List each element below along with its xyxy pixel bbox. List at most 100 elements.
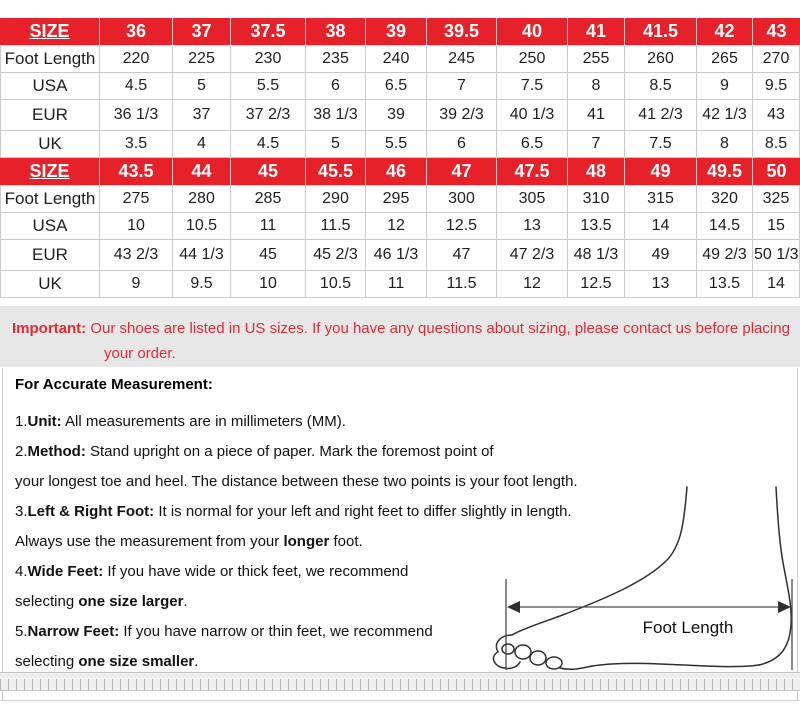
size-value-cell: 7 [568,131,625,158]
measurement-title: For Accurate Measurement: [15,376,213,393]
instruction-line: 3.Left & Right Foot: It is normal for yo… [15,503,572,520]
row-label: USA [0,213,100,240]
size-chart-table: SIZE 36 37 37.5 38 39 39.5 40 41 41.5 42 43 Foot Len… [0,18,800,298]
size-value-cell: 37 2/3 [231,100,306,131]
ruler-strip [0,672,800,691]
size-header-cell: 45.5 [306,158,366,186]
size-value-cell: 40 1/3 [497,100,568,131]
size-value-cell: 7 [427,73,497,100]
size-value-cell: 8 [697,131,753,158]
size-value-cell: 3.5 [100,131,173,158]
size-value-cell: 4.5 [100,73,173,100]
size-value-cell: 38 1/3 [306,100,366,131]
size-value-cell: 275 [100,186,173,213]
size-value-cell: 41 2/3 [625,100,697,131]
size-value-cell: 310 [568,186,625,213]
size-header-cell: 44 [173,158,231,186]
size-value-cell: 270 [753,46,800,73]
size-value-cell: 225 [173,46,231,73]
size-value-cell: 14 [625,213,697,240]
bottom-divider [0,700,800,701]
instruction-line: selecting one size smaller. [15,653,199,670]
size-value-cell: 39 [366,100,427,131]
size-data-row: EUR 36 1/3 37 37 2/3 38 1/3 39 39 2/3 40 1/3 41 4… [0,100,800,131]
size-value-cell: 11.5 [306,213,366,240]
row-label: Foot Length [0,46,100,73]
size-value-cell: 9 [100,271,173,298]
size-value-cell: 48 1/3 [568,240,625,271]
size-header-cell: 50 [753,158,800,186]
size-header-cell: 39 [366,18,427,46]
size-value-cell: 10.5 [173,213,231,240]
important-text: Important: Our shoes are listed in US si… [12,316,794,366]
size-value-cell: 13 [625,271,697,298]
size-value-cell: 6.5 [366,73,427,100]
size-data-row: UK 3.5 4 4.5 5 5.5 6 6.5 7 7.5 8 8.5 [0,131,800,158]
size-value-cell: 285 [231,186,306,213]
instruction-line: 2.Method: Stand upright on a piece of pa… [15,443,494,460]
size-value-cell: 235 [306,46,366,73]
size-value-cell: 5 [306,131,366,158]
size-value-cell: 9.5 [173,271,231,298]
size-value-cell: 46 1/3 [366,240,427,271]
size-header-cell: 45 [231,158,306,186]
important-body: Our shoes are listed in US sizes. If you… [86,320,790,362]
size-value-cell: 10.5 [306,271,366,298]
size-value-cell: 13.5 [697,271,753,298]
size-value-cell: 11 [231,213,306,240]
size-value-cell: 290 [306,186,366,213]
size-value-cell: 320 [697,186,753,213]
size-value-cell: 44 1/3 [173,240,231,271]
size-header-cell: 47.5 [497,158,568,186]
size-header-cell: 37.5 [231,18,306,46]
size-value-cell: 260 [625,46,697,73]
size-value-cell: 10 [100,213,173,240]
size-value-cell: 6.5 [497,131,568,158]
size-value-cell: 12.5 [427,213,497,240]
size-value-cell: 14 [753,271,800,298]
instruction-line: selecting one size larger. [15,593,188,610]
size-value-cell: 11.5 [427,271,497,298]
size-header-label: SIZE [0,18,100,46]
size-value-cell: 245 [427,46,497,73]
size-value-cell: 15 [753,213,800,240]
size-data-row: Foot Length 275 280 285 290 295 300 305 310 315 32… [0,186,800,213]
size-value-cell: 7.5 [625,131,697,158]
size-value-cell: 43 [753,100,800,131]
size-value-cell: 300 [427,186,497,213]
size-header-cell: 47 [427,158,497,186]
size-header-cell: 46 [366,158,427,186]
size-value-cell: 49 [625,240,697,271]
size-header-cell: 43.5 [100,158,173,186]
size-value-cell: 11 [366,271,427,298]
size-value-cell: 5.5 [366,131,427,158]
size-header-cell: 37 [173,18,231,46]
instruction-list: 1.Unit: All measurements are in millimet… [3,407,797,677]
size-header-row: SIZE 43.5 44 45 45.5 46 47 47.5 48 49 49.5 50 [0,158,800,186]
size-value-cell: 47 [427,240,497,271]
size-header-cell: 49.5 [697,158,753,186]
size-value-cell: 7.5 [497,73,568,100]
size-value-cell: 265 [697,46,753,73]
size-value-cell: 230 [231,46,306,73]
size-value-cell: 14.5 [697,213,753,240]
size-value-cell: 8.5 [625,73,697,100]
size-value-cell: 8 [568,73,625,100]
size-value-cell: 5.5 [231,73,306,100]
row-label: UK [0,271,100,298]
size-value-cell: 9.5 [753,73,800,100]
instruction-line: your longest toe and heel. The distance … [15,473,578,490]
size-value-cell: 255 [568,46,625,73]
size-header-row: SIZE 36 37 37.5 38 39 39.5 40 41 41.5 42 43 [0,18,800,46]
size-value-cell: 50 1/3 [753,240,800,271]
row-label: USA [0,73,100,100]
size-header-cell: 48 [568,158,625,186]
size-header-cell: 49 [625,158,697,186]
size-value-cell: 6 [427,131,497,158]
size-value-cell: 37 [173,100,231,131]
instruction-line: 1.Unit: All measurements are in millimet… [15,413,346,430]
instruction-line: 4.Wide Feet: If you have wide or thick f… [15,563,409,580]
size-value-cell: 325 [753,186,800,213]
size-data-row: UK 9 9.5 10 10.5 11 11.5 12 12.5 13 13.5 14 [0,271,800,298]
